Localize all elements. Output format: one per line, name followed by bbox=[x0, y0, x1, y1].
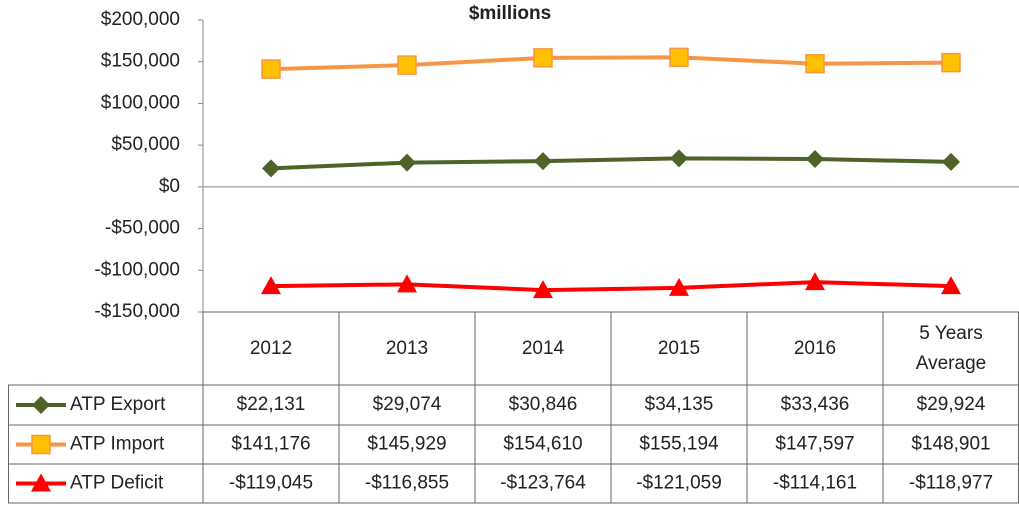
series-line bbox=[270, 156, 952, 171]
x-tick-label: 5 Years Average bbox=[915, 322, 987, 374]
marker bbox=[397, 55, 417, 75]
marker bbox=[261, 59, 281, 79]
data-label: $155,194 bbox=[639, 434, 719, 455]
legend-label: ATP Deficit bbox=[70, 473, 164, 494]
series-line bbox=[270, 55, 952, 72]
data-label: -$118,977 bbox=[909, 473, 993, 494]
data-label: $34,135 bbox=[645, 394, 714, 415]
data-label: $29,924 bbox=[917, 394, 986, 415]
marker bbox=[941, 52, 961, 73]
marker bbox=[534, 152, 552, 171]
marker bbox=[941, 276, 961, 295]
data-label: -$114,161 bbox=[773, 473, 857, 494]
y-tick-label: $100,000 bbox=[101, 92, 180, 113]
data-label: -$116,855 bbox=[365, 473, 449, 494]
data-label: $22,131 bbox=[237, 394, 306, 415]
legend-label: ATP Import bbox=[70, 434, 165, 455]
data-label: $29,074 bbox=[373, 394, 442, 415]
marker bbox=[805, 53, 825, 74]
data-label: -$121,059 bbox=[636, 473, 722, 494]
y-tick-label: $200,000 bbox=[101, 9, 180, 30]
x-tick-label: 2013 bbox=[385, 337, 429, 359]
marker bbox=[805, 272, 825, 291]
data-label: $154,610 bbox=[503, 434, 582, 455]
x-tick-label: 2012 bbox=[249, 337, 293, 359]
marker bbox=[533, 48, 553, 68]
data-label: $30,846 bbox=[509, 394, 578, 415]
data-label: -$119,045 bbox=[229, 473, 313, 494]
data-label: $147,597 bbox=[775, 434, 854, 455]
marker bbox=[942, 152, 960, 171]
y-tick-label: $150,000 bbox=[101, 51, 180, 72]
series-line bbox=[270, 280, 952, 293]
y-tick-label: -$150,000 bbox=[94, 301, 180, 322]
legend-marker bbox=[32, 396, 50, 414]
marker bbox=[398, 153, 416, 172]
legend-marker bbox=[31, 473, 51, 492]
y-tick-label: $0 bbox=[159, 176, 180, 197]
x-tick-label: 2015 bbox=[657, 337, 701, 359]
legend-label: ATP Export bbox=[70, 394, 166, 415]
marker bbox=[670, 149, 688, 168]
data-label: $145,929 bbox=[367, 434, 446, 455]
marker bbox=[669, 47, 689, 68]
y-tick-label: -$50,000 bbox=[105, 218, 180, 239]
marker bbox=[669, 277, 689, 296]
marker bbox=[261, 276, 281, 295]
marker bbox=[262, 159, 280, 178]
marker bbox=[397, 274, 417, 293]
x-tick-label: 2016 bbox=[793, 337, 837, 359]
y-tick-label: -$100,000 bbox=[94, 259, 180, 280]
legend-marker bbox=[31, 434, 51, 455]
chart-title: $millions bbox=[469, 3, 551, 24]
marker bbox=[533, 280, 553, 299]
marker bbox=[806, 149, 824, 168]
data-label: -$123,764 bbox=[500, 473, 586, 494]
data-label: $33,436 bbox=[781, 394, 850, 415]
data-label: $148,901 bbox=[911, 434, 990, 455]
x-tick-label: 2014 bbox=[521, 337, 565, 359]
y-tick-label: $50,000 bbox=[111, 134, 180, 155]
data-label: $141,176 bbox=[231, 434, 310, 455]
